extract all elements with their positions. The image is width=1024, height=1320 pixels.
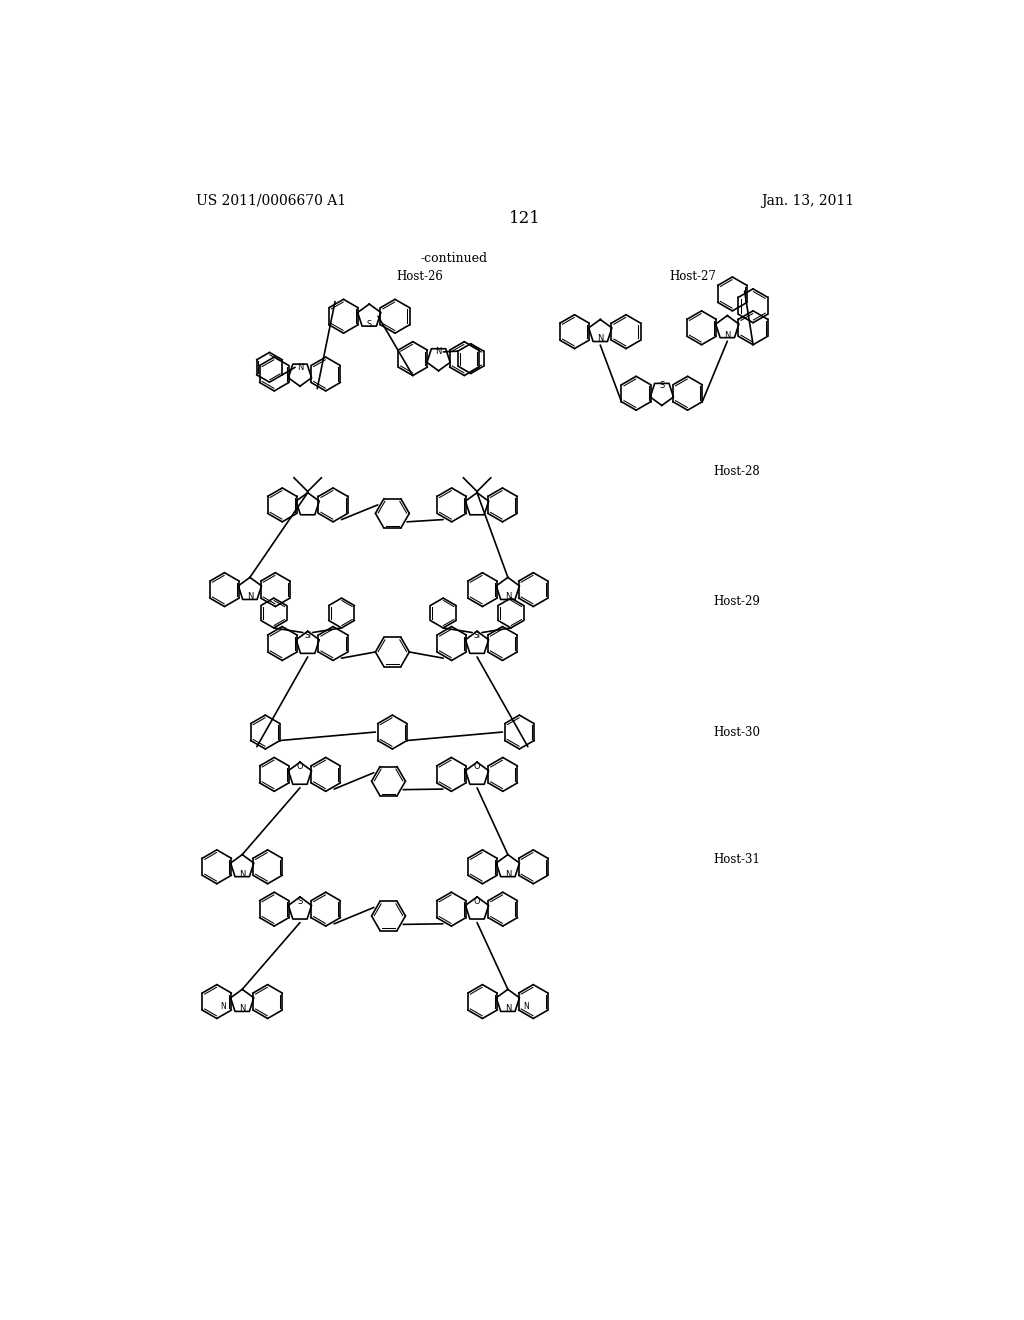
- Text: N: N: [247, 593, 253, 602]
- Text: Si: Si: [473, 631, 480, 640]
- Text: Host-26: Host-26: [396, 269, 442, 282]
- Text: N: N: [239, 870, 246, 879]
- Text: N: N: [239, 1005, 246, 1014]
- Text: Jan. 13, 2011: Jan. 13, 2011: [761, 194, 854, 207]
- Text: Host-27: Host-27: [670, 269, 716, 282]
- Text: S: S: [297, 896, 302, 906]
- Text: S: S: [659, 381, 665, 391]
- Text: Si: Si: [304, 631, 311, 640]
- Text: N: N: [221, 1002, 226, 1011]
- Text: N: N: [505, 870, 511, 879]
- Text: N: N: [435, 347, 441, 356]
- Text: O: O: [474, 896, 480, 906]
- Text: N: N: [523, 1002, 529, 1011]
- Text: Host-29: Host-29: [714, 594, 761, 607]
- Text: N: N: [297, 363, 303, 372]
- Text: N: N: [505, 1005, 511, 1014]
- Text: US 2011/0006670 A1: US 2011/0006670 A1: [196, 194, 346, 207]
- Text: Host-28: Host-28: [714, 465, 760, 478]
- Text: -continued: -continued: [421, 252, 487, 265]
- Text: S: S: [367, 319, 372, 329]
- Text: O: O: [297, 762, 303, 771]
- Text: Host-30: Host-30: [714, 726, 761, 739]
- Text: O: O: [474, 762, 480, 771]
- Text: N: N: [505, 593, 511, 602]
- Text: N: N: [724, 330, 730, 339]
- Text: 121: 121: [509, 210, 541, 227]
- Text: Host-31: Host-31: [714, 853, 761, 866]
- Text: N: N: [597, 334, 603, 343]
